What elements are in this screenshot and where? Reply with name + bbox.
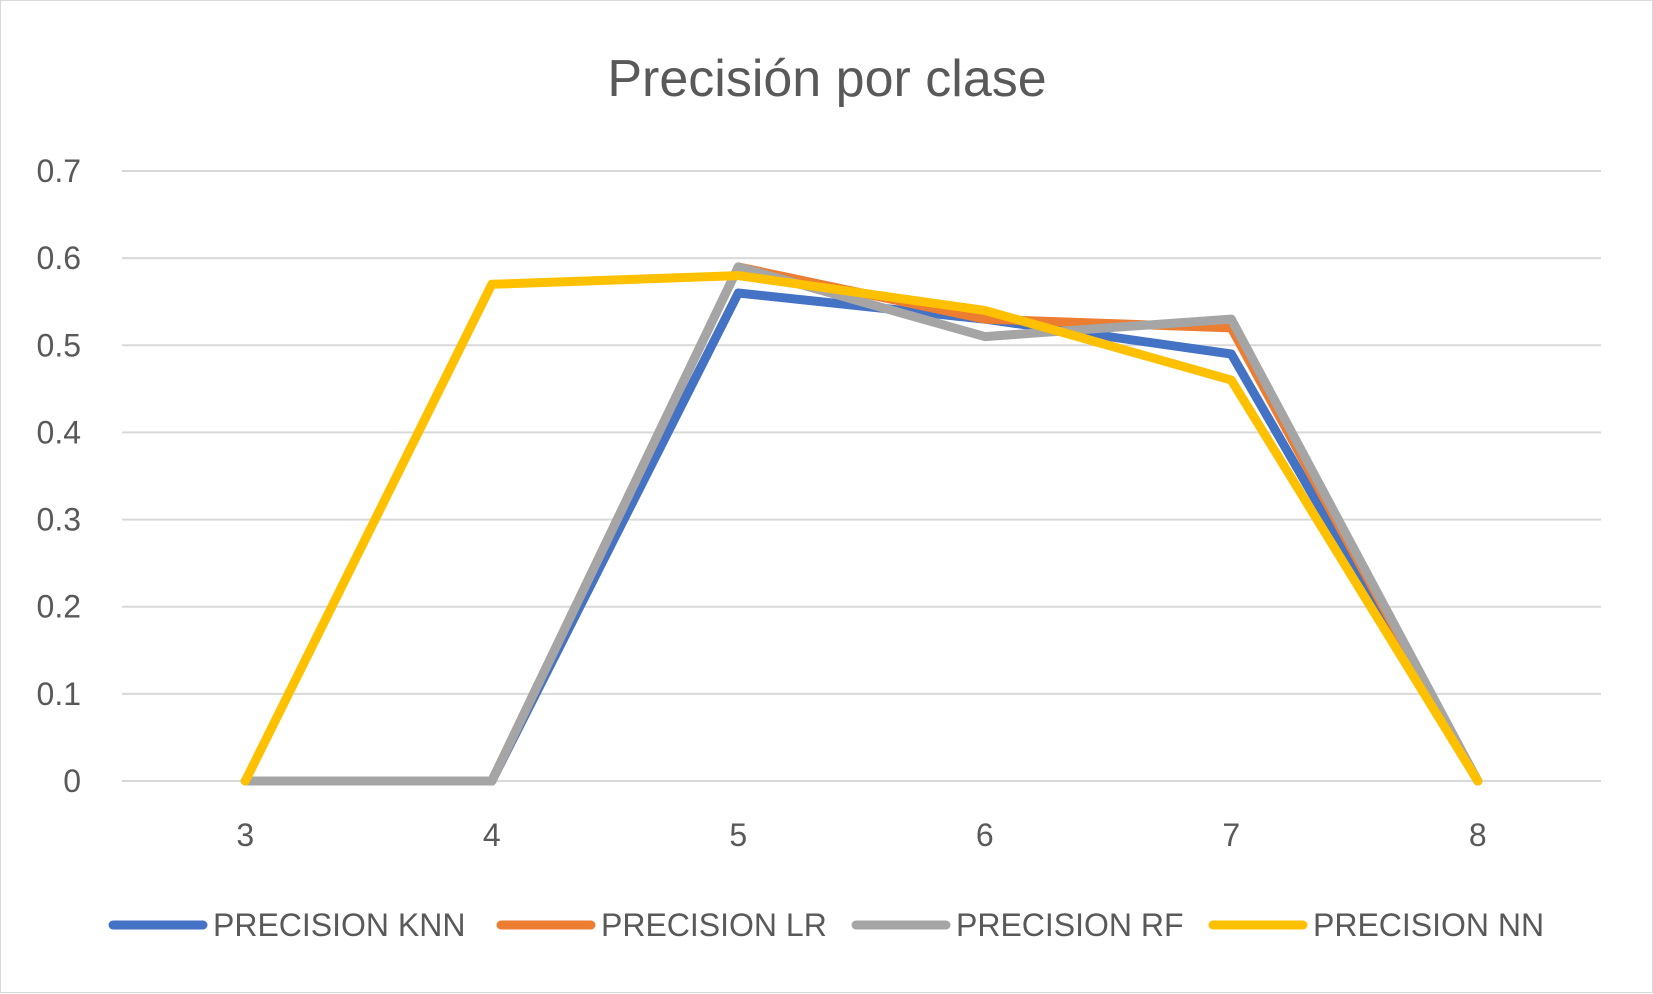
y-tick-label: 0.3 xyxy=(37,502,81,538)
y-tick-label: 0.7 xyxy=(37,153,81,189)
x-tick-label: 6 xyxy=(976,817,994,853)
legend-label: PRECISION LR xyxy=(601,907,827,943)
y-tick-label: 0.6 xyxy=(37,240,81,276)
legend-label: PRECISION NN xyxy=(1313,907,1544,943)
legend-label: PRECISION RF xyxy=(956,907,1184,943)
y-tick-label: 0.1 xyxy=(37,676,81,712)
y-tick-label: 0.5 xyxy=(37,327,81,363)
x-tick-label: 4 xyxy=(483,817,501,853)
y-axis-ticks: 0 0.1 0.2 0.3 0.4 0.5 0.6 0.7 xyxy=(37,153,81,799)
x-axis-ticks: 3 4 5 6 7 8 xyxy=(236,817,1486,853)
gridlines xyxy=(122,170,1601,782)
x-tick-label: 8 xyxy=(1469,817,1487,853)
y-tick-label: 0.2 xyxy=(37,589,81,625)
series-line-4 xyxy=(240,271,1483,786)
x-tick-label: 3 xyxy=(236,817,254,853)
series-lines xyxy=(240,262,1483,786)
y-tick-label: 0.4 xyxy=(37,414,81,450)
x-tick-label: 5 xyxy=(729,817,747,853)
x-tick-label: 7 xyxy=(1222,817,1240,853)
series-line-2 xyxy=(240,262,1483,786)
chart-title: Precisión por clase xyxy=(607,50,1046,108)
y-tick-label: 0 xyxy=(63,763,81,799)
series-line-3 xyxy=(240,262,1483,786)
series-line-1 xyxy=(240,288,1483,786)
legend: PRECISION KNN PRECISION LR PRECISION RF PRE… xyxy=(108,907,1544,943)
legend-label: PRECISION KNN xyxy=(213,907,465,943)
